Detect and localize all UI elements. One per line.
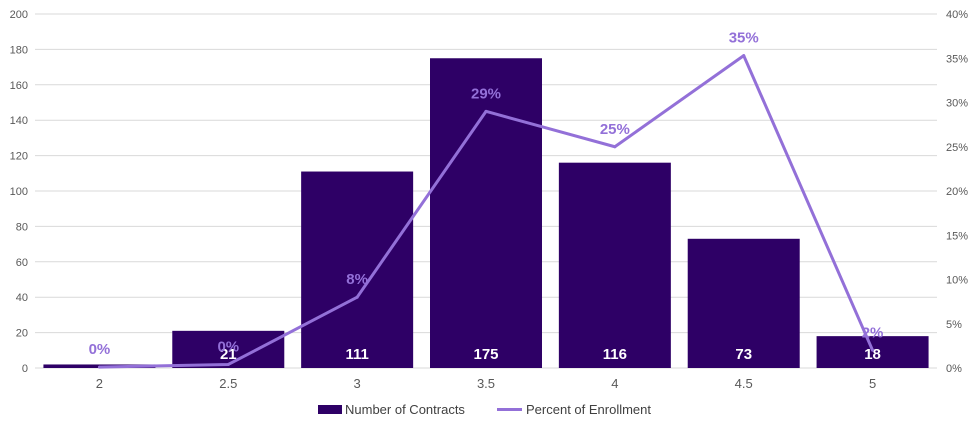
left-tick-label: 180 [10,44,28,56]
line-value-label: 8% [346,271,368,288]
bar-value-label: 21 [220,346,237,363]
x-tick-label: 2 [96,376,103,391]
legend: Number of Contracts Percent of Enrollmen… [318,402,651,417]
x-axis: 2 2.5 3 3.5 4 4.5 5 [96,376,876,391]
left-tick-label: 0 [22,363,28,375]
left-tick-label: 20 [16,328,28,340]
line-value-label: 29% [471,85,501,102]
right-tick-label: 5% [946,319,962,331]
legend-label-contracts: Number of Contracts [345,402,465,417]
line-point [355,295,359,299]
bar [430,58,542,368]
line-value-label: 2% [862,324,884,341]
bar-series [43,58,929,368]
right-tick-label: 20% [946,186,968,198]
x-tick-label: 3.5 [477,376,495,391]
bar-value-label: 18 [864,346,881,363]
left-tick-label: 40 [16,292,28,304]
bar-value-label: 116 [603,346,627,363]
x-tick-label: 3 [354,376,361,391]
line-point [871,348,875,352]
left-tick-label: 80 [16,221,28,233]
left-tick-label: 200 [10,9,28,21]
right-tick-label: 10% [946,275,968,287]
bar-labels: 21 111 175 116 73 18 [220,346,881,363]
x-tick-label: 2.5 [219,376,237,391]
left-tick-label: 60 [16,257,28,269]
line-value-label: 0% [89,341,111,358]
x-tick-label: 5 [869,376,876,391]
legend-swatch-contracts [318,405,342,414]
bar [301,171,414,368]
line-point [742,54,746,58]
left-tick-label: 100 [10,186,28,198]
right-axis: 0% 5% 10% 15% 20% 25% 30% 35% 40% [946,9,968,375]
line-value-label: 25% [600,121,630,138]
line-series [97,54,875,369]
bar-value-label: 175 [473,346,498,363]
line-point [613,145,617,149]
left-tick-label: 120 [10,151,28,163]
right-tick-label: 0% [946,363,962,375]
right-tick-label: 30% [946,98,968,110]
bar-value-label: 111 [345,346,368,363]
bar [172,330,285,368]
right-tick-label: 35% [946,53,968,65]
x-tick-label: 4.5 [735,376,753,391]
x-tick-label: 4 [611,376,618,391]
bar-value-label: 73 [735,346,752,363]
left-tick-label: 160 [10,80,28,92]
line-labels: 0% 0% 8% 29% 25% 35% 2% [89,30,884,359]
legend-label-enrollment: Percent of Enrollment [526,402,651,417]
right-tick-label: 15% [946,230,968,242]
bar [558,162,671,368]
line-value-label: 35% [729,30,759,47]
right-tick-label: 40% [946,9,968,21]
line-point [97,365,101,369]
line-point [226,362,230,366]
bar [816,336,929,368]
bar [687,238,800,368]
line-value-label: 0% [217,338,239,355]
line-point [484,109,488,113]
right-tick-label: 25% [946,142,968,154]
left-tick-label: 140 [10,115,28,127]
left-axis: 0 20 40 60 80 100 120 140 160 180 200 [10,9,28,375]
